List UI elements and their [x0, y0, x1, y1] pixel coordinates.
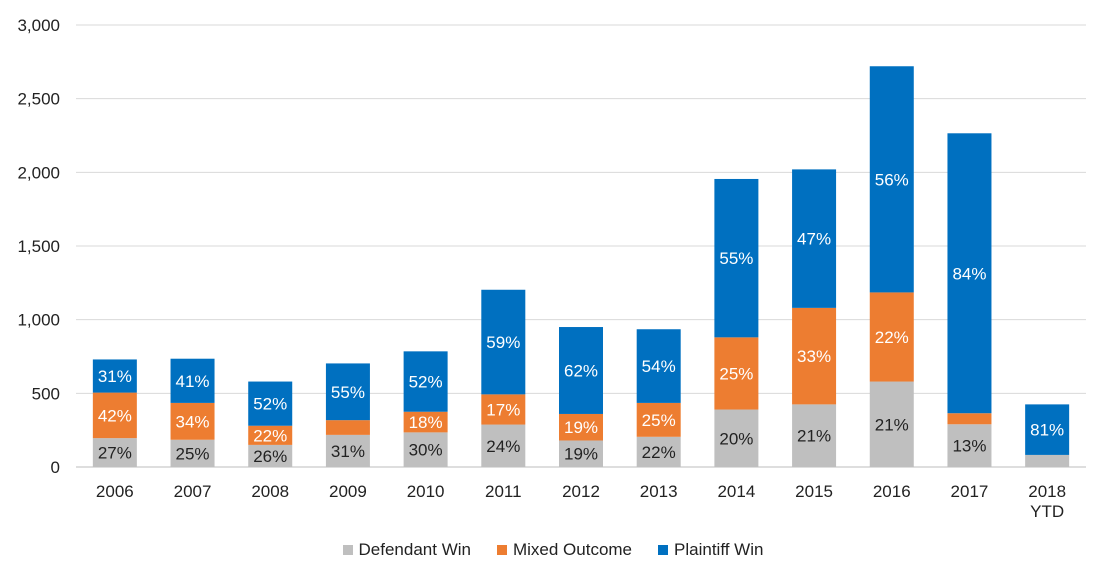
y-tick-label: 3,000: [17, 16, 60, 35]
legend-item-mixed-outcome: Mixed Outcome: [497, 540, 632, 560]
data-label: 21%: [875, 415, 909, 434]
x-tick-label: 2007: [174, 482, 212, 501]
data-label: 21%: [797, 427, 831, 446]
x-tick-label: 2010: [407, 482, 445, 501]
legend-swatch-plaintiff-win: [658, 545, 668, 555]
y-tick-label: 1,000: [17, 311, 60, 330]
data-label: 52%: [409, 373, 443, 392]
data-label: 42%: [98, 406, 132, 425]
legend-swatch-mixed-outcome: [497, 545, 507, 555]
data-label: 22%: [642, 443, 676, 462]
data-label: 47%: [797, 230, 831, 249]
y-tick-label: 500: [32, 384, 60, 403]
data-label: 55%: [331, 383, 365, 402]
legend-item-plaintiff-win: Plaintiff Win: [658, 540, 763, 560]
x-tick-label: 2008: [251, 482, 289, 501]
data-label: 55%: [719, 249, 753, 268]
x-axis-ticks: 2006 2007 2008 2009 2010 2011 2012 2013 2014 2015…: [96, 482, 1066, 521]
x-tick-label: 2015: [795, 482, 833, 501]
legend-swatch-defendant-win: [343, 545, 353, 555]
x-tick-label: 2012: [562, 482, 600, 501]
x-tick-label: 2013: [640, 482, 678, 501]
y-tick-label: 2,500: [17, 90, 60, 109]
data-label: 27%: [98, 444, 132, 463]
data-label: 31%: [98, 367, 132, 386]
bar-segment: [1025, 455, 1069, 467]
x-tick-label: 2018YTD: [1028, 482, 1066, 521]
legend-label-plaintiff-win: Plaintiff Win: [674, 540, 763, 560]
data-label: 56%: [875, 170, 909, 189]
data-label: 31%: [331, 442, 365, 461]
y-tick-label: 2,000: [17, 163, 60, 182]
legend-label-mixed-outcome: Mixed Outcome: [513, 540, 632, 560]
data-label: 18%: [409, 413, 443, 432]
data-label: 41%: [176, 372, 210, 391]
data-label: 84%: [952, 264, 986, 283]
data-label: 81%: [1030, 421, 1064, 440]
x-tick-label: 2017: [951, 482, 989, 501]
data-label: 22%: [253, 426, 287, 445]
data-label: 62%: [564, 361, 598, 380]
x-tick-label: 2011: [485, 482, 522, 501]
legend: Defendant Win Mixed Outcome Plaintiff Wi…: [0, 538, 1106, 562]
bar-segment: [326, 420, 370, 435]
data-label: 20%: [719, 429, 753, 448]
x-tick-label: 2006: [96, 482, 134, 501]
data-label: 59%: [486, 333, 520, 352]
bars: [93, 66, 1069, 467]
data-label: 54%: [642, 357, 676, 376]
data-label: 19%: [564, 445, 598, 464]
data-label: 30%: [409, 441, 443, 460]
data-label: 25%: [176, 444, 210, 463]
y-axis-ticks: 0 500 1,000 1,500 2,000 2,500 3,000: [17, 16, 60, 477]
data-label: 24%: [486, 437, 520, 456]
data-label: 25%: [719, 364, 753, 383]
data-label: 34%: [176, 412, 210, 431]
y-tick-label: 1,500: [17, 237, 60, 256]
data-label: 22%: [875, 328, 909, 347]
bar-segment: [947, 413, 991, 424]
bar-labels: 27% 42% 31% 25% 34% 41% 26% 22% 52% 31% 55% 30% 18% 5…: [98, 170, 1064, 466]
data-label: 17%: [486, 400, 520, 419]
y-tick-label: 0: [51, 458, 60, 477]
x-tick-label: 2016: [873, 482, 911, 501]
data-label: 33%: [797, 347, 831, 366]
x-tick-label: 2014: [717, 482, 755, 501]
data-label: 13%: [952, 437, 986, 456]
x-tick-label: 2009: [329, 482, 367, 501]
data-label: 19%: [564, 418, 598, 437]
legend-item-defendant-win: Defendant Win: [343, 540, 471, 560]
data-label: 26%: [253, 447, 287, 466]
data-label: 25%: [642, 411, 676, 430]
data-label: 52%: [253, 395, 287, 414]
legend-label-defendant-win: Defendant Win: [359, 540, 471, 560]
